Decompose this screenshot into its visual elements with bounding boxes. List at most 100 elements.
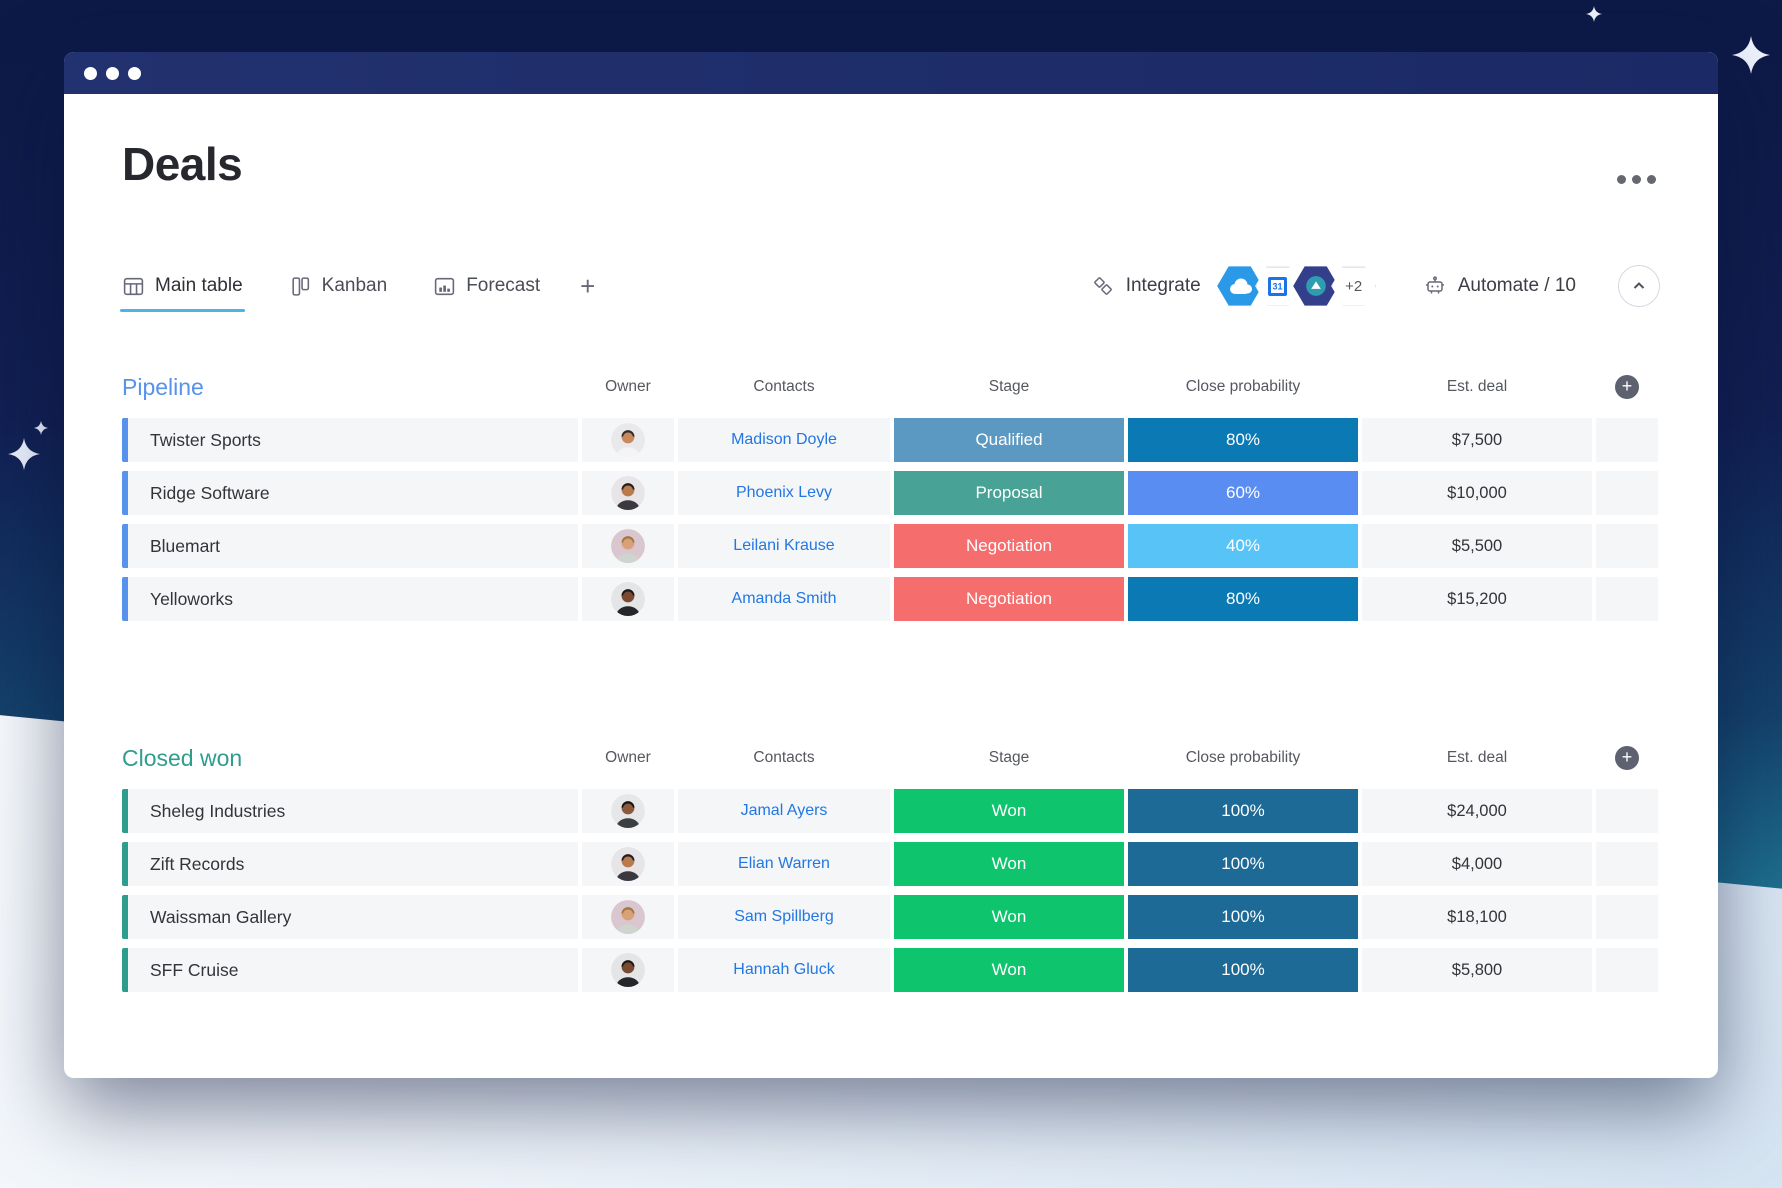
- owner-cell: [582, 789, 674, 833]
- est-deal-cell[interactable]: $10,000: [1362, 471, 1592, 515]
- row-end-cell: [1596, 524, 1658, 568]
- deal-name-cell[interactable]: Zift Records: [122, 842, 578, 886]
- contact-link[interactable]: Amanda Smith: [731, 590, 837, 607]
- column-header-close-probability: Close probability: [1185, 378, 1301, 395]
- owner-avatar[interactable]: [611, 423, 645, 457]
- group-title[interactable]: Pipeline: [122, 373, 204, 400]
- close-probability-cell[interactable]: 60%: [1128, 471, 1358, 515]
- est-deal-cell[interactable]: $5,800: [1362, 948, 1592, 992]
- cloud-icon: [1229, 278, 1252, 294]
- close-probability-cell[interactable]: 100%: [1128, 895, 1358, 939]
- stage-chip[interactable]: Won: [894, 895, 1124, 939]
- add-column-button[interactable]: +: [1615, 746, 1639, 770]
- contacts-cell: Sam Spillberg: [678, 895, 890, 939]
- forecast-icon: [433, 275, 456, 298]
- column-header-owner: Owner: [605, 749, 651, 766]
- sparkle-icon: [1732, 36, 1770, 74]
- stage-chip[interactable]: Won: [894, 789, 1124, 833]
- more-apps-badge[interactable]: +2: [1331, 266, 1377, 306]
- est-deal-cell[interactable]: $18,100: [1362, 895, 1592, 939]
- kebab-dot-icon: [1632, 174, 1641, 184]
- group-pipeline: Pipeline Owner Contacts Stage Close probabil…: [122, 364, 1660, 621]
- add-column-button[interactable]: +: [1615, 375, 1639, 399]
- contact-link[interactable]: Phoenix Levy: [735, 484, 833, 501]
- group-title[interactable]: Closed won: [122, 744, 243, 771]
- owner-avatar[interactable]: [611, 900, 645, 934]
- deal-name-cell[interactable]: Ridge Software: [122, 471, 578, 515]
- close-probability-cell[interactable]: 40%: [1128, 524, 1358, 568]
- table-row: Ridge Software Phoenix Levy Proposal 60% $10…: [122, 471, 1660, 515]
- contact-link[interactable]: Elian Warren: [738, 855, 830, 872]
- owner-cell: [582, 471, 674, 515]
- owner-avatar[interactable]: [611, 953, 645, 987]
- triangle-logo-icon: [1305, 276, 1326, 296]
- add-view-button[interactable]: +: [580, 271, 596, 301]
- est-deal-cell[interactable]: $5,500: [1362, 524, 1592, 568]
- automate-button[interactable]: Automate / 10: [1423, 274, 1576, 298]
- tab-main-table[interactable]: Main table: [120, 275, 245, 312]
- owner-cell: [582, 842, 674, 886]
- est-deal-cell[interactable]: $15,200: [1362, 577, 1592, 621]
- est-deal-cell[interactable]: $24,000: [1362, 789, 1592, 833]
- contact-link[interactable]: Madison Doyle: [731, 431, 837, 448]
- deal-name-cell[interactable]: Bluemart: [122, 524, 578, 568]
- row-end-cell: [1596, 577, 1658, 621]
- contact-link[interactable]: Sam Spillberg: [734, 908, 834, 925]
- contact-link[interactable]: Hannah Gluck: [733, 961, 835, 978]
- column-header-contacts: Contacts: [753, 749, 815, 766]
- owner-avatar[interactable]: [611, 529, 645, 563]
- stage-chip[interactable]: Negotiation: [894, 577, 1124, 621]
- contacts-cell: Amanda Smith: [678, 577, 890, 621]
- column-header-stage: Stage: [988, 378, 1030, 395]
- owner-avatar[interactable]: [611, 794, 645, 828]
- calendar-icon: 31: [1268, 276, 1288, 296]
- close-probability-cell[interactable]: 80%: [1128, 418, 1358, 462]
- close-probability-cell[interactable]: 100%: [1128, 948, 1358, 992]
- collapse-button[interactable]: [1618, 265, 1660, 307]
- owner-cell: [582, 577, 674, 621]
- deal-name-cell[interactable]: Sheleg Industries: [122, 789, 578, 833]
- column-header-est-deal: Est. deal: [1446, 378, 1508, 395]
- owner-avatar[interactable]: [611, 476, 645, 510]
- tab-kanban[interactable]: Kanban: [289, 275, 388, 298]
- integrate-button[interactable]: Integrate: [1091, 274, 1201, 298]
- row-end-cell: [1596, 471, 1658, 515]
- tab-label: Kanban: [321, 275, 388, 296]
- owner-avatar[interactable]: [611, 582, 645, 616]
- contact-link[interactable]: Leilani Krause: [733, 537, 835, 554]
- window-control-dot: [128, 66, 141, 80]
- est-deal-cell[interactable]: $7,500: [1362, 418, 1592, 462]
- stage-chip[interactable]: Qualified: [894, 418, 1124, 462]
- table-row: Zift Records Elian Warren Won 100% $4,000: [122, 842, 1660, 886]
- column-header-contacts: Contacts: [753, 378, 815, 395]
- window-titlebar: [64, 52, 1718, 94]
- svg-text:31: 31: [1273, 281, 1283, 291]
- stage-chip[interactable]: Negotiation: [894, 524, 1124, 568]
- contact-link[interactable]: Jamal Ayers: [740, 802, 828, 819]
- calendar-app-badge[interactable]: 31: [1255, 266, 1301, 306]
- stage-chip[interactable]: Won: [894, 948, 1124, 992]
- deal-name-cell[interactable]: Twister Sports: [122, 418, 578, 462]
- stage-chip[interactable]: Won: [894, 842, 1124, 886]
- sparkle-icon: [8, 438, 40, 470]
- tab-forecast[interactable]: Forecast: [433, 275, 540, 298]
- stage-chip[interactable]: Proposal: [894, 471, 1124, 515]
- est-deal-cell[interactable]: $4,000: [1362, 842, 1592, 886]
- column-header-owner: Owner: [605, 378, 651, 395]
- board-toolbar: Integrate 31 +2 Automate / 10: [1091, 265, 1660, 307]
- deal-name-cell[interactable]: Waissman Gallery: [122, 895, 578, 939]
- column-header-est-deal: Est. deal: [1446, 749, 1508, 766]
- board-groups: Pipeline Owner Contacts Stage Close probabil…: [122, 364, 1660, 992]
- deal-name-cell[interactable]: Yelloworks: [122, 577, 578, 621]
- deal-name-cell[interactable]: SFF Cruise: [122, 948, 578, 992]
- owner-cell: [582, 948, 674, 992]
- tab-label: Main table: [155, 275, 243, 296]
- automate-label: Automate / 10: [1457, 275, 1576, 296]
- table-icon: [122, 275, 145, 298]
- contacts-cell: Jamal Ayers: [678, 789, 890, 833]
- close-probability-cell[interactable]: 100%: [1128, 789, 1358, 833]
- close-probability-cell[interactable]: 100%: [1128, 842, 1358, 886]
- close-probability-cell[interactable]: 80%: [1128, 577, 1358, 621]
- board-menu-button[interactable]: [1613, 171, 1660, 188]
- owner-avatar[interactable]: [611, 847, 645, 881]
